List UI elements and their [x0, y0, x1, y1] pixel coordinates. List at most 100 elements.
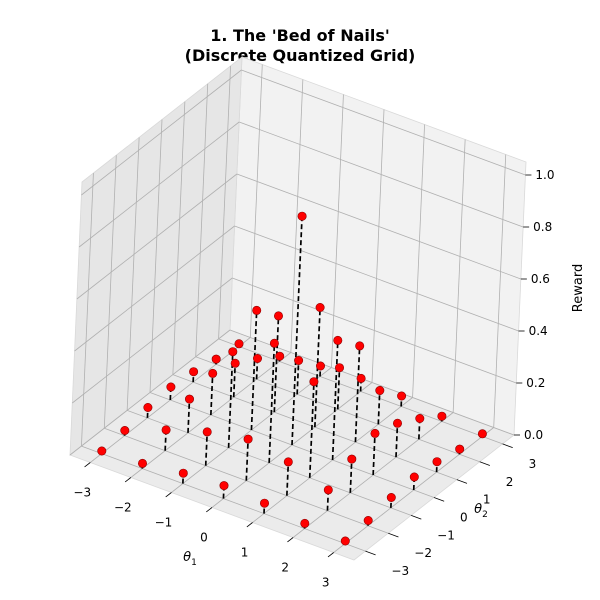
y-tick-label: 1 [483, 493, 491, 507]
y-tick-label: 0 [460, 511, 468, 525]
data-point [323, 485, 333, 495]
axis-ticks: −3 −2 −1 0 1 2 3 −3 −2 −1 0 1 2 3 0.0 0.2 0.4 0.6 0.8 1.0 [73, 168, 554, 590]
z-tick-label: 0.6 [531, 272, 550, 286]
z-tick-label: 0.2 [526, 376, 545, 390]
data-point [309, 377, 319, 387]
data-point [334, 363, 344, 373]
y-tick-mark [502, 443, 513, 449]
stem-line [336, 367, 341, 410]
data-point [363, 515, 373, 525]
back-grid-x [452, 139, 466, 413]
stem-line [273, 315, 280, 413]
data-point [253, 353, 263, 363]
data-point [228, 347, 238, 357]
back-grid-x [331, 94, 344, 368]
data-point [375, 385, 385, 395]
data-point [185, 394, 195, 404]
data-point [315, 361, 325, 371]
x-tick-label: 3 [322, 576, 330, 590]
stem-line [268, 343, 276, 463]
back-grid-x [249, 64, 263, 338]
y-axis-label: θ2 [474, 502, 488, 520]
data-point [283, 457, 293, 467]
data-point [211, 354, 221, 364]
y-tick-label: −1 [437, 528, 455, 542]
data-point [340, 536, 350, 546]
y-tick-mark [433, 497, 445, 502]
data-point [333, 335, 343, 345]
back-grid-x [371, 109, 385, 383]
side-grid-y [218, 65, 231, 339]
data-point [252, 305, 262, 315]
side-grid-y [149, 119, 163, 393]
stem-line [232, 363, 237, 398]
data-point [370, 428, 380, 438]
side-grid-y [172, 101, 186, 375]
x-tick-label: 1 [241, 546, 249, 560]
x-tick-label: 2 [281, 561, 289, 575]
side-grid-z [72, 277, 233, 404]
stem-line [354, 345, 361, 443]
data-point [230, 358, 240, 368]
y-tick-mark [479, 461, 490, 466]
side-grid-y [103, 155, 117, 429]
stem-line [286, 461, 290, 496]
stem-line [227, 351, 234, 448]
y-tick-mark [456, 479, 468, 484]
side-grid-y [81, 173, 94, 447]
data-point [166, 382, 176, 392]
data-points [97, 211, 487, 546]
back-grid-z [232, 277, 517, 384]
data-point [315, 302, 325, 312]
back-grid-z [241, 69, 526, 176]
data-point [297, 211, 307, 221]
side-grid-z [76, 173, 238, 300]
data-point [234, 339, 244, 349]
x-axis-label: θ1 [183, 550, 197, 568]
back-grid-x [290, 79, 304, 353]
chart-title: 1. The 'Bed of Nails' (Discrete Quantize… [0, 26, 600, 66]
z-axis-label: Reward [571, 264, 586, 312]
x-tick-mark [206, 507, 213, 513]
y-tick-label: −3 [391, 564, 409, 578]
data-point [392, 418, 402, 428]
data-point [208, 368, 218, 378]
data-point [409, 472, 419, 482]
data-point [273, 311, 283, 321]
back-grid-x [412, 124, 425, 398]
data-point [189, 367, 199, 377]
back-grid-z [236, 173, 521, 280]
y-tick-label: −2 [414, 546, 432, 560]
data-point [178, 468, 188, 478]
data-point [202, 427, 212, 437]
stem-line [308, 381, 315, 478]
stem-line [377, 390, 381, 425]
x-tick-mark [327, 552, 334, 558]
stem-line [331, 340, 339, 461]
data-point [269, 338, 279, 348]
data-point [300, 518, 310, 528]
z-tick-label: 0.8 [533, 220, 552, 234]
side-grid-z [78, 121, 240, 248]
stem-line [210, 373, 214, 416]
data-point [356, 373, 366, 383]
stems [100, 216, 484, 544]
stem-line [250, 310, 258, 431]
data-point [355, 341, 365, 351]
side-grid-y [195, 83, 209, 357]
floor-grid-y [104, 427, 389, 534]
data-point [455, 444, 465, 454]
x-tick-label: 0 [200, 531, 208, 545]
z-tick-label: 0.4 [529, 324, 548, 338]
data-point [97, 446, 107, 456]
x-tick-mark [246, 522, 253, 528]
z-tick-label: 1.0 [535, 168, 554, 182]
y-tick-mark [388, 532, 399, 538]
y-tick-mark [365, 550, 376, 556]
x-tick-label: −1 [155, 516, 173, 530]
data-point [415, 413, 425, 423]
back-grid-z [234, 225, 519, 332]
side-grid-y [126, 137, 140, 411]
chart-title-line-1: 1. The 'Bed of Nails' [210, 26, 390, 45]
